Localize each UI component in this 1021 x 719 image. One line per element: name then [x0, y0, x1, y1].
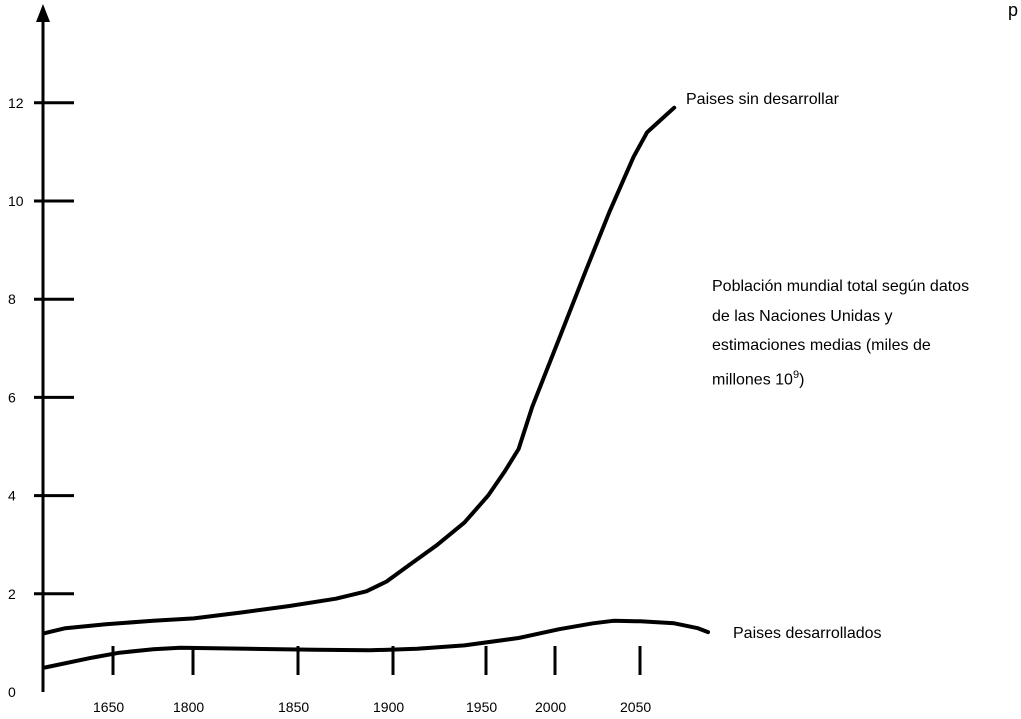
annotation-line-2: de las Naciones Unidas y	[712, 307, 893, 325]
annotation-line-1: Población mundial total según datos	[712, 278, 970, 295]
annotation-exponent: 9	[792, 368, 800, 381]
series-label-2: Paises desarrollados	[733, 625, 882, 642]
annotation-close: )	[799, 370, 805, 388]
y-tick-label-8: 8	[8, 291, 16, 307]
y-tick-label-10: 10	[8, 193, 24, 209]
y-tick-label-0: 0	[8, 684, 16, 700]
x-ticks: 1650 1800 1850 1900 1950 2000 2050	[93, 646, 651, 715]
y-ticks: 0 2 4 6 8 10 12	[8, 95, 74, 700]
series-lines	[43, 105, 710, 670]
x-tick-label-2050: 2050	[620, 699, 651, 715]
x-tick-label-1850: 1850	[278, 699, 309, 715]
x-tick-label-1900: 1900	[373, 699, 404, 715]
x-tick-label-1950: 1950	[466, 699, 497, 715]
x-tick-label-1650: 1650	[93, 699, 124, 715]
annotation-line-4-text: millones 10	[712, 370, 793, 388]
corner-glyph: p	[1008, 0, 1019, 20]
series-line-1	[43, 105, 677, 636]
annotation-line-3: estimaciones medias (miles de	[712, 337, 931, 354]
y-tick-label-12: 12	[8, 95, 24, 111]
y-tick-label-2: 2	[8, 586, 16, 602]
y-tick-label-6: 6	[8, 389, 16, 405]
y-tick-label-4: 4	[8, 488, 16, 504]
x-tick-label-2000: 2000	[535, 699, 566, 715]
series-labels: Paises sin desarrollar Paises desarrollad…	[686, 91, 882, 642]
y-axis	[36, 4, 50, 692]
chart-annotation: Población mundial total según datos de l…	[712, 272, 1012, 394]
x-tick-label-1800: 1800	[173, 699, 204, 715]
series-line-2	[43, 618, 710, 670]
series-label-1: Paises sin desarrollar	[686, 91, 840, 108]
annotation-line-4: millones 109)	[712, 361, 1012, 395]
y-axis-arrow	[36, 4, 50, 22]
